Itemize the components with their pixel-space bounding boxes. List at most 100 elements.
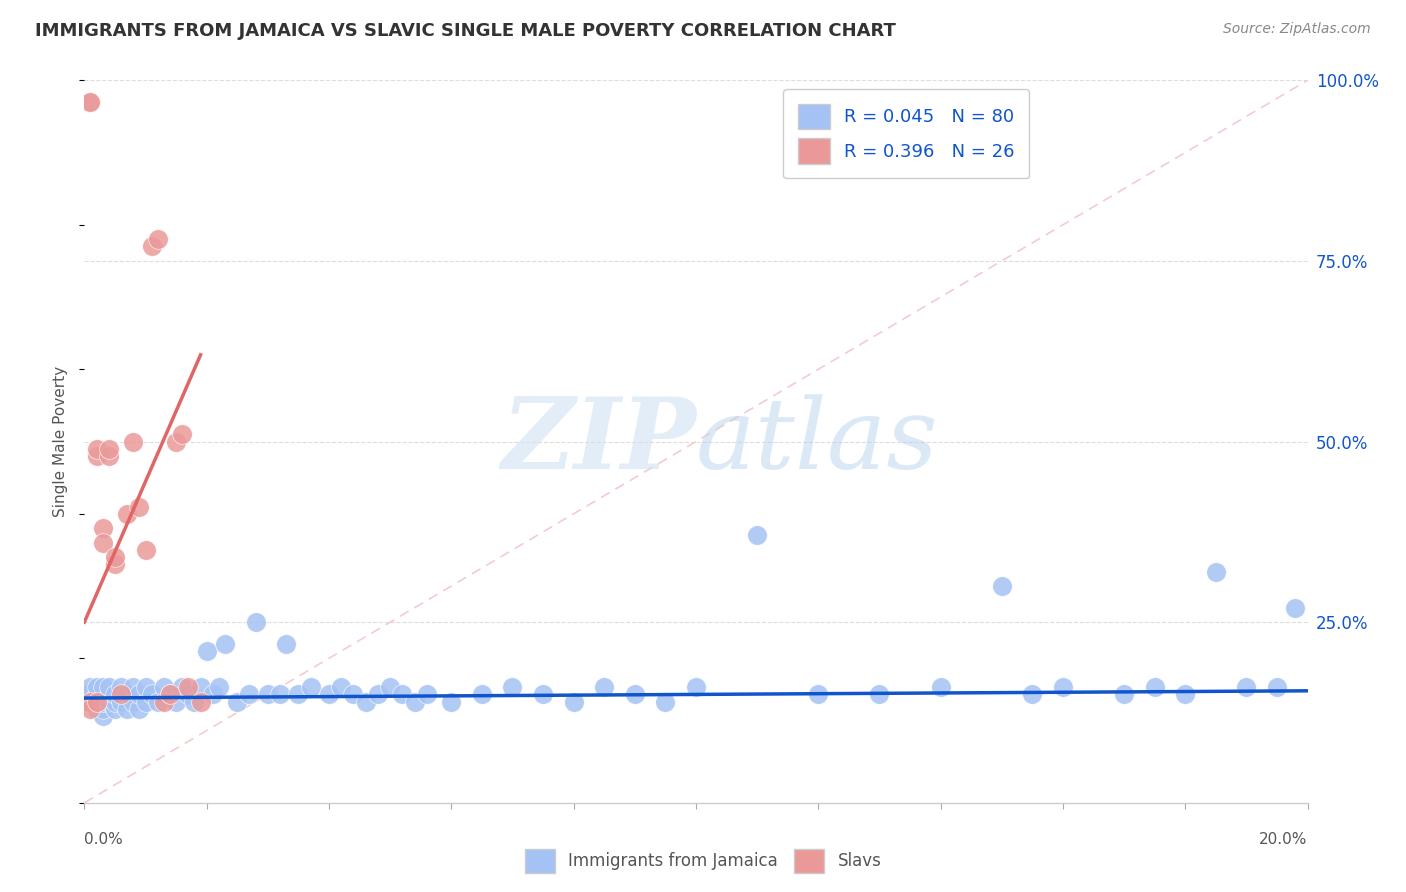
- Point: [502, 680, 524, 694]
- Point: [86, 442, 108, 456]
- Point: [86, 687, 108, 701]
- Point: [330, 680, 353, 694]
- Text: Source: ZipAtlas.com: Source: ZipAtlas.com: [1223, 22, 1371, 37]
- Point: [391, 687, 413, 701]
- Point: [153, 695, 176, 709]
- Point: [1052, 680, 1074, 694]
- Point: [91, 521, 114, 535]
- Point: [79, 695, 101, 709]
- Point: [104, 702, 127, 716]
- Point: [79, 95, 101, 109]
- Point: [104, 550, 127, 565]
- Point: [276, 637, 298, 651]
- Point: [91, 680, 114, 694]
- Point: [354, 695, 377, 709]
- Point: [122, 695, 145, 709]
- Point: [165, 434, 187, 449]
- Point: [79, 687, 101, 701]
- Y-axis label: Single Male Poverty: Single Male Poverty: [53, 366, 69, 517]
- Point: [201, 687, 224, 701]
- Point: [79, 702, 101, 716]
- Point: [367, 687, 389, 701]
- Point: [79, 95, 101, 109]
- Point: [1284, 600, 1306, 615]
- Point: [416, 687, 439, 701]
- Point: [654, 695, 676, 709]
- Point: [183, 695, 205, 709]
- Point: [593, 680, 616, 694]
- Point: [929, 680, 952, 694]
- Point: [86, 680, 108, 694]
- Point: [97, 680, 120, 694]
- Point: [91, 695, 114, 709]
- Point: [287, 687, 309, 701]
- Point: [86, 702, 108, 716]
- Point: [146, 695, 169, 709]
- Point: [404, 695, 426, 709]
- Point: [110, 687, 132, 701]
- Point: [245, 615, 267, 630]
- Point: [1265, 680, 1288, 694]
- Point: [195, 644, 218, 658]
- Point: [685, 680, 707, 694]
- Point: [110, 680, 132, 694]
- Point: [165, 695, 187, 709]
- Point: [128, 500, 150, 514]
- Point: [115, 687, 138, 701]
- Point: [226, 695, 249, 709]
- Point: [79, 680, 101, 694]
- Point: [190, 680, 212, 694]
- Legend: R = 0.045   N = 80, R = 0.396   N = 26: R = 0.045 N = 80, R = 0.396 N = 26: [783, 89, 1029, 178]
- Point: [79, 695, 101, 709]
- Point: [172, 427, 194, 442]
- Point: [141, 687, 163, 701]
- Point: [97, 442, 120, 456]
- Point: [1236, 680, 1258, 694]
- Point: [128, 687, 150, 701]
- Point: [159, 687, 181, 701]
- Point: [562, 695, 585, 709]
- Point: [208, 680, 231, 694]
- Point: [104, 687, 127, 701]
- Text: ZIP: ZIP: [501, 393, 696, 490]
- Text: 20.0%: 20.0%: [1260, 831, 1308, 847]
- Point: [135, 695, 157, 709]
- Point: [146, 232, 169, 246]
- Point: [104, 695, 127, 709]
- Point: [91, 535, 114, 549]
- Point: [122, 680, 145, 694]
- Point: [128, 702, 150, 716]
- Point: [214, 637, 236, 651]
- Point: [299, 680, 322, 694]
- Point: [153, 680, 176, 694]
- Point: [1143, 680, 1166, 694]
- Point: [869, 687, 891, 701]
- Point: [97, 449, 120, 463]
- Point: [1021, 687, 1043, 701]
- Point: [159, 687, 181, 701]
- Point: [104, 558, 127, 572]
- Legend: Immigrants from Jamaica, Slavs: Immigrants from Jamaica, Slavs: [517, 842, 889, 880]
- Point: [86, 695, 108, 709]
- Point: [91, 709, 114, 723]
- Point: [135, 680, 157, 694]
- Point: [190, 695, 212, 709]
- Point: [86, 695, 108, 709]
- Point: [115, 702, 138, 716]
- Point: [141, 239, 163, 253]
- Point: [115, 507, 138, 521]
- Point: [135, 542, 157, 557]
- Point: [747, 528, 769, 542]
- Point: [1174, 687, 1197, 701]
- Point: [177, 680, 200, 694]
- Point: [807, 687, 830, 701]
- Point: [97, 695, 120, 709]
- Point: [991, 579, 1014, 593]
- Text: 0.0%: 0.0%: [84, 831, 124, 847]
- Point: [471, 687, 494, 701]
- Point: [1114, 687, 1136, 701]
- Point: [238, 687, 260, 701]
- Point: [318, 687, 340, 701]
- Point: [177, 687, 200, 701]
- Point: [1205, 565, 1227, 579]
